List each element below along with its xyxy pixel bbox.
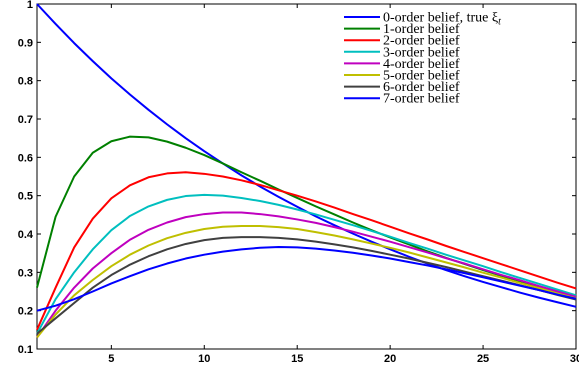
y-tick-label: 0.6 bbox=[18, 152, 33, 164]
plot-area bbox=[36, 3, 577, 350]
series-line-3 bbox=[36, 193, 577, 335]
series-line-4 bbox=[36, 211, 577, 339]
y-tick-label: 0.3 bbox=[18, 267, 33, 279]
legend-label-5: 5-order belief bbox=[383, 69, 460, 84]
x-axis-ticks: 5 10 15 20 25 30 bbox=[108, 4, 579, 365]
x-tick-label: 15 bbox=[291, 353, 303, 365]
legend: 0-order belief, true ξt1-order belief2-o… bbox=[344, 11, 501, 107]
legend-label-text: 7-order belief bbox=[383, 92, 460, 107]
legend-label-2: 2-order belief bbox=[383, 34, 460, 49]
legend-label-1: 1-order belief bbox=[383, 22, 460, 37]
x-tick-label: 5 bbox=[108, 353, 114, 365]
y-tick-label: 1 bbox=[27, 0, 33, 11]
legend-label-6: 6-order belief bbox=[383, 80, 460, 95]
series-line-7 bbox=[36, 246, 577, 312]
y-tick-label: 0.4 bbox=[18, 229, 34, 241]
legend-label-3: 3-order belief bbox=[383, 45, 460, 60]
y-tick-label: 0.8 bbox=[18, 76, 33, 88]
legend-label-subscript: t bbox=[498, 17, 501, 28]
y-tick-label: 0.2 bbox=[18, 306, 33, 318]
legend-label-text: 0-order belief, true ξ bbox=[383, 11, 498, 26]
legend-label-4: 4-order belief bbox=[383, 57, 460, 72]
x-tick-label: 30 bbox=[570, 353, 579, 365]
y-axis-ticks: 0.1 0.2 0.3 0.4 0.5 0.6 0.7 0.8 0.9 1 bbox=[18, 0, 576, 356]
legend-label-text: 1-order belief bbox=[383, 22, 460, 37]
y-tick-label: 0.1 bbox=[18, 344, 33, 356]
series-line-2 bbox=[36, 171, 577, 331]
legend-label-text: 2-order belief bbox=[383, 34, 460, 49]
legend-label-0: 0-order belief, true ξt bbox=[383, 11, 501, 28]
series-line-5 bbox=[36, 224, 577, 339]
y-tick-label: 0.7 bbox=[18, 114, 33, 126]
series-lines bbox=[36, 3, 577, 339]
x-tick-label: 25 bbox=[477, 353, 489, 365]
legend-label-text: 6-order belief bbox=[383, 80, 460, 95]
legend-label-text: 3-order belief bbox=[383, 45, 460, 60]
legend-label-text: 5-order belief bbox=[383, 69, 460, 84]
x-tick-label: 10 bbox=[198, 353, 210, 365]
legend-label-text: 4-order belief bbox=[383, 57, 460, 72]
y-tick-label: 0.5 bbox=[18, 191, 33, 203]
legend-label-7: 7-order belief bbox=[383, 92, 460, 107]
series-line-6 bbox=[36, 236, 577, 335]
x-tick-label: 20 bbox=[384, 353, 396, 365]
y-tick-label: 0.9 bbox=[18, 37, 33, 49]
